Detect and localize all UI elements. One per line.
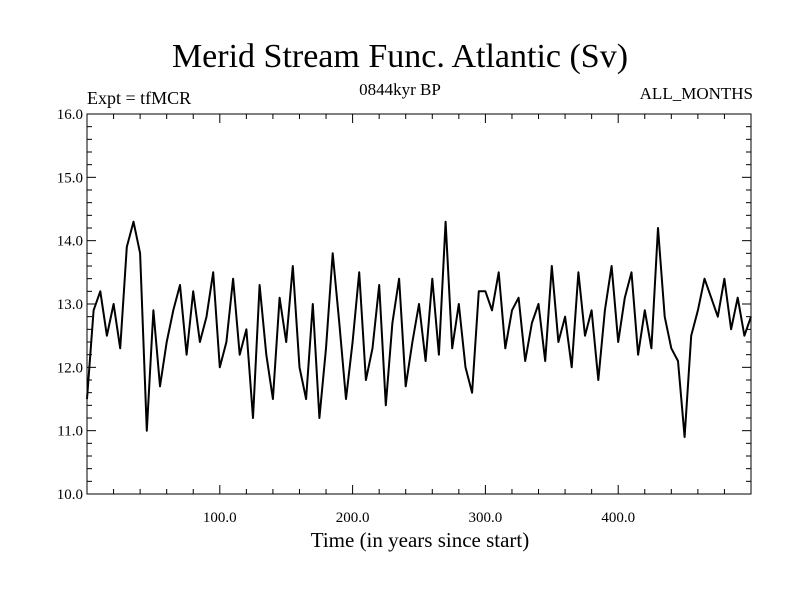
x-tick-label: 400.0 [601, 510, 635, 526]
x-axis-label: Time (in years since start) [310, 528, 530, 552]
series-line [86, 220, 752, 438]
y-tick-label: 15.0 [57, 170, 83, 186]
months-label: ALL_MONTHS [639, 84, 753, 103]
y-tick-label: 13.0 [57, 297, 83, 313]
x-tick-label: 300.0 [469, 510, 503, 526]
y-tick-label: 12.0 [57, 360, 83, 376]
y-tick-label: 16.0 [57, 107, 83, 123]
y-tick-label: 11.0 [57, 424, 83, 440]
experiment-label: Expt = tfMCR [87, 88, 192, 108]
axis-ticks [87, 113, 751, 495]
y-tick-label: 14.0 [57, 234, 83, 250]
period-label: 0844kyr BP [359, 80, 441, 99]
tick-labels: 10.0 11.0 12.0 13.0 14.0 15.0 16.0 100.0 200.0 30… [57, 107, 635, 526]
y-tick-label: 10.0 [57, 487, 83, 503]
x-tick-label: 200.0 [336, 510, 370, 526]
x-tick-label: 100.0 [203, 510, 237, 526]
chart-title: Merid Stream Func. Atlantic (Sv) [171, 38, 629, 75]
